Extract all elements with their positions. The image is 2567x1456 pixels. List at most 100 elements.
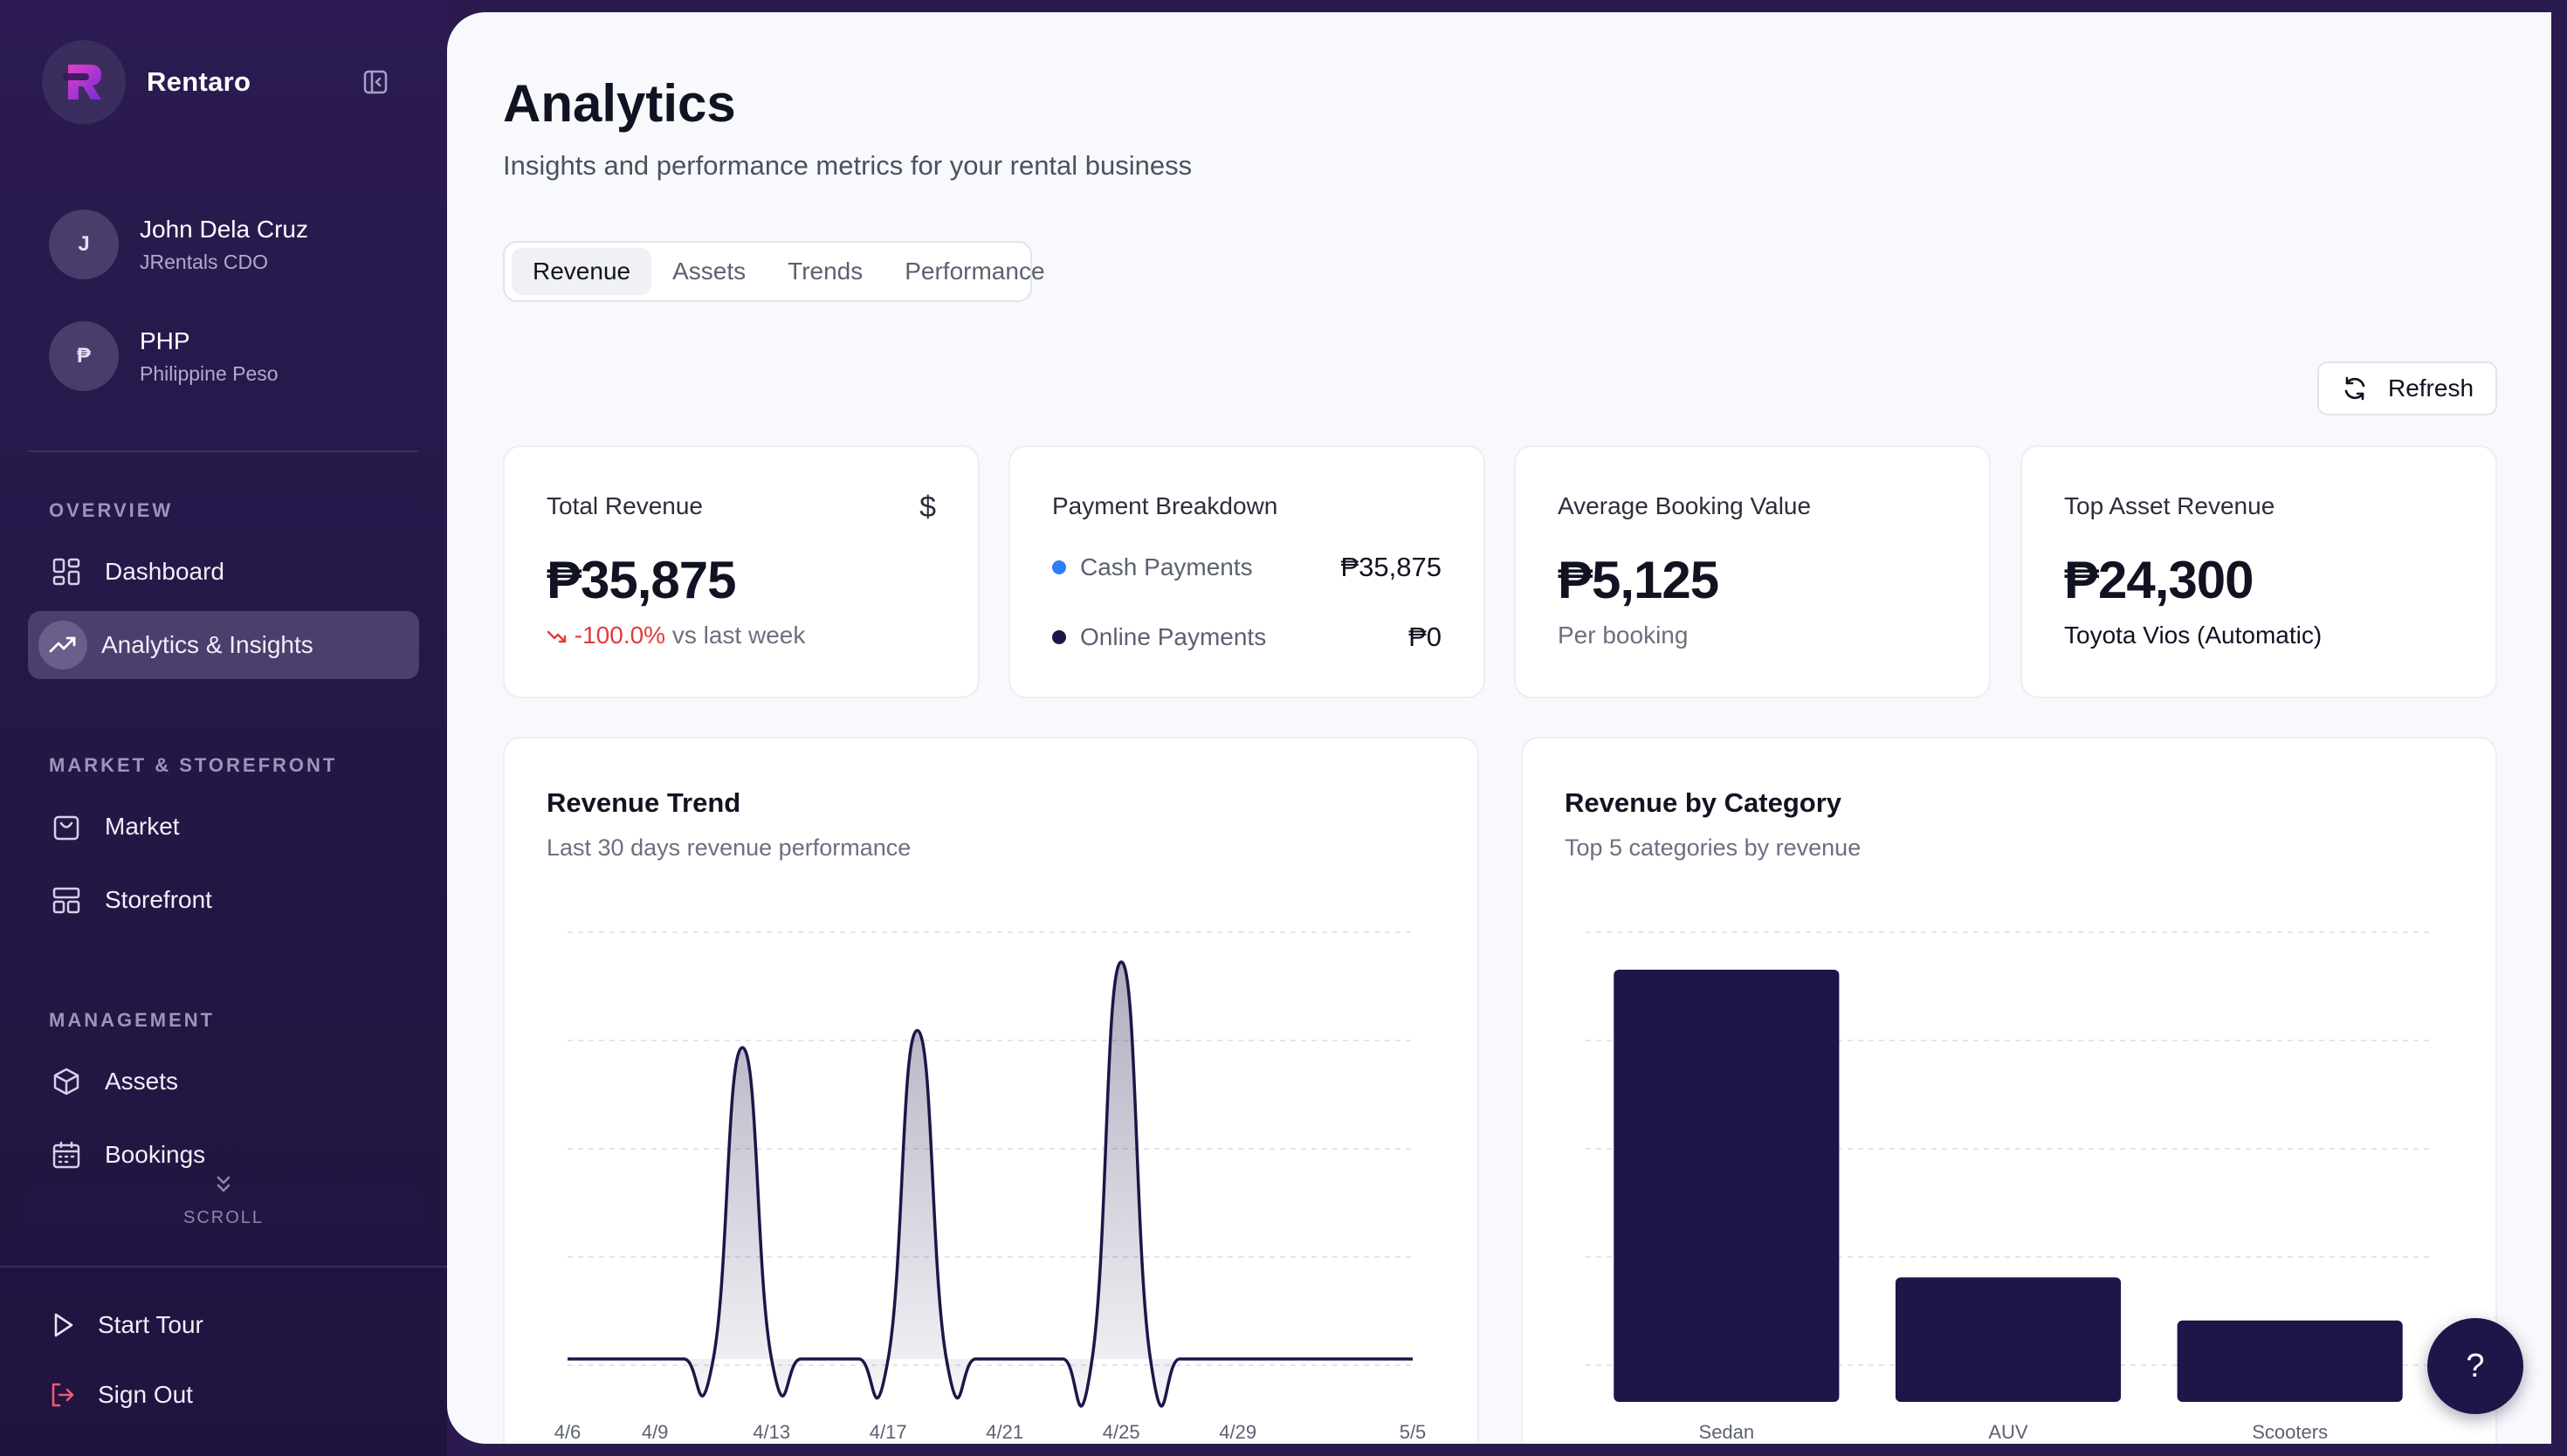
shopping-bag-icon — [49, 809, 84, 844]
main-content: Analytics Insights and performance metri… — [447, 12, 2551, 1444]
total-revenue-card: Total Revenue $ ₱35,875 -100.0% vs last … — [503, 445, 980, 698]
currency-avatar: ₱ — [49, 321, 119, 391]
total-revenue-value: ₱35,875 — [547, 551, 737, 609]
play-icon — [54, 1313, 73, 1337]
calendar-icon — [49, 1137, 84, 1172]
category-label: Sedan — [1699, 1421, 1755, 1443]
payment-breakdown-title: Payment Breakdown — [1052, 492, 1278, 519]
revenue-by-category-card: Revenue by Category Top 5 categories by … — [1521, 737, 2497, 1444]
change-suffix: vs last week — [671, 622, 806, 649]
dashboard-icon — [49, 554, 84, 589]
revenue-by-category-chart: Sedan AUV Scooters — [1586, 931, 2431, 1443]
currency-code: PHP — [140, 326, 190, 354]
nav-section-overview: OVERVIEW — [49, 499, 174, 521]
currency-name: Philippine Peso — [140, 361, 279, 385]
refresh-label: Refresh — [2387, 374, 2474, 402]
sidebar-item-label: Assets — [105, 1068, 179, 1095]
refresh-button[interactable]: Refresh — [2317, 361, 2497, 416]
scroll-hint-label: SCROLL — [182, 1208, 265, 1227]
avg-booking-card: Average Booking Value ₱5,125 Per booking — [1514, 445, 1991, 698]
revenue-area — [568, 962, 1413, 1406]
tab-revenue[interactable]: Revenue — [512, 248, 652, 295]
revenue-trend-title: Revenue Trend — [547, 787, 741, 818]
top-asset-value: ₱24,300 — [2064, 551, 2254, 609]
scroll-hint[interactable]: SCROLL — [28, 1173, 419, 1227]
revenue-trend-subtitle: Last 30 days revenue performance — [547, 834, 912, 861]
sidebar-item-dashboard[interactable]: Dashboard — [28, 538, 419, 606]
tab-performance[interactable]: Performance — [905, 258, 1045, 285]
sidebar-collapse-icon — [363, 70, 388, 94]
trending-down-icon — [547, 630, 567, 642]
category-label: AUV — [1988, 1421, 2028, 1443]
tab-assets[interactable]: Assets — [672, 258, 747, 285]
user-role: JRentals CDO — [140, 250, 268, 273]
collapse-sidebar-button[interactable] — [361, 68, 389, 96]
sidebar-item-label: Market — [105, 813, 180, 840]
category-bar — [1614, 969, 1840, 1402]
sidebar: Rentaro J John Dela Cruz JRentals CDO ₱ … — [0, 0, 447, 1456]
storefront-layout-icon — [49, 883, 84, 917]
user-name: John Dela Cruz — [140, 215, 308, 243]
start-tour-button[interactable]: Start Tour — [49, 1311, 203, 1339]
cash-dot-icon — [1052, 560, 1066, 574]
avg-booking-value: ₱5,125 — [1558, 551, 1719, 609]
x-tick-label: 4/29 — [1219, 1421, 1256, 1443]
trending-up-icon — [38, 621, 87, 670]
revenue-by-category-subtitle: Top 5 categories by revenue — [1565, 834, 1862, 861]
nav-section-management: MANAGEMENT — [49, 1009, 216, 1031]
sidebar-item-storefront[interactable]: Storefront — [28, 866, 419, 934]
total-revenue-title: Total Revenue — [547, 492, 704, 519]
chevrons-down-icon — [28, 1173, 419, 1201]
payment-name: Online Payments — [1080, 623, 1267, 650]
payment-breakdown-card: Payment Breakdown Cash Payments ₱35,875 … — [1008, 445, 1485, 698]
x-tick-label: 4/9 — [642, 1421, 669, 1443]
refresh-icon — [2344, 376, 2365, 401]
brand-logo-icon — [42, 40, 126, 124]
page-subtitle: Insights and performance metrics for you… — [503, 150, 1193, 181]
x-tick-label: 4/13 — [753, 1421, 790, 1443]
payment-row-cash: Cash Payments ₱35,875 — [1052, 552, 1442, 583]
x-tick-label: 4/25 — [1103, 1421, 1140, 1443]
sidebar-item-market[interactable]: Market — [28, 793, 419, 861]
sidebar-divider — [28, 450, 419, 452]
sidebar-item-label: Bookings — [105, 1141, 206, 1168]
analytics-tabs: Revenue Assets Trends Performance — [503, 241, 1045, 302]
revenue-by-category-title: Revenue by Category — [1565, 787, 1841, 818]
log-out-icon — [52, 1383, 74, 1407]
package-icon — [49, 1064, 84, 1099]
sign-out-label: Sign Out — [98, 1381, 193, 1408]
sidebar-item-bookings[interactable]: Bookings — [28, 1121, 419, 1189]
user-account[interactable]: J John Dela Cruz JRentals CDO — [49, 209, 308, 279]
x-tick-label: 4/17 — [870, 1421, 907, 1443]
help-button[interactable]: ? — [2427, 1318, 2523, 1414]
x-tick-label: 4/21 — [986, 1421, 1023, 1443]
sidebar-item-label: Analytics & Insights — [101, 631, 313, 658]
payment-amount: ₱35,875 — [1340, 552, 1442, 582]
category-bar — [1895, 1277, 2122, 1402]
currency-selector[interactable]: ₱ PHP Philippine Peso — [49, 321, 279, 391]
payment-row-online: Online Payments ₱0 — [1052, 622, 1442, 653]
category-label: Scooters — [2252, 1421, 2328, 1443]
avg-booking-title: Average Booking Value — [1558, 492, 1812, 519]
top-asset-name: Toyota Vios (Automatic) — [2064, 622, 2323, 649]
brand[interactable]: Rentaro — [42, 40, 251, 124]
nav-section-market: MARKET & STOREFRONT — [49, 754, 338, 776]
dollar-icon: $ — [919, 491, 936, 524]
revenue-trend-card: Revenue Trend Last 30 days revenue perfo… — [503, 737, 1479, 1444]
start-tour-label: Start Tour — [98, 1311, 203, 1338]
page-title: Analytics — [503, 74, 736, 133]
top-asset-card: Top Asset Revenue ₱24,300 Toyota Vios (A… — [2020, 445, 2497, 698]
online-dot-icon — [1052, 630, 1066, 644]
tab-trends[interactable]: Trends — [788, 258, 864, 285]
sign-out-button[interactable]: Sign Out — [49, 1381, 193, 1409]
payment-name: Cash Payments — [1080, 553, 1253, 580]
x-tick-label: 5/5 — [1400, 1421, 1427, 1443]
sidebar-item-analytics[interactable]: Analytics & Insights — [28, 611, 419, 679]
change-percent: -100.0% — [574, 622, 666, 649]
sidebar-item-assets[interactable]: Assets — [28, 1047, 419, 1116]
sidebar-item-label: Storefront — [105, 886, 212, 913]
category-bar — [2177, 1320, 2403, 1402]
sidebar-item-label: Dashboard — [105, 558, 224, 585]
app-name: Rentaro — [147, 66, 251, 97]
total-revenue-change: -100.0% vs last week — [547, 622, 805, 649]
